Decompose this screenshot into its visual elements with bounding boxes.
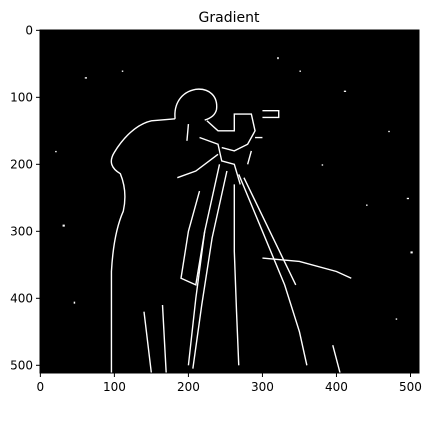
image bbox=[55, 57, 413, 373]
x-tick-label: 0 bbox=[37, 380, 45, 394]
y-tick-label: 0 bbox=[25, 23, 33, 37]
x-tick-label: 500 bbox=[399, 380, 422, 394]
y-tick-label: 300 bbox=[10, 224, 33, 238]
speckles bbox=[55, 57, 413, 320]
y-tick-label: 500 bbox=[10, 358, 33, 372]
x-tick-label: 300 bbox=[251, 380, 274, 394]
chart-title: Gradient bbox=[199, 10, 260, 26]
y-tick-label: 200 bbox=[10, 157, 33, 171]
axes-frame bbox=[39, 29, 420, 374]
y-tick-label: 400 bbox=[10, 291, 33, 305]
image-background bbox=[40, 30, 419, 373]
edges bbox=[111, 89, 351, 373]
y-tick-label: 100 bbox=[10, 90, 33, 104]
x-tick-label: 100 bbox=[103, 380, 126, 394]
x-tick-label: 400 bbox=[325, 380, 348, 394]
x-tick-label: 200 bbox=[177, 380, 200, 394]
